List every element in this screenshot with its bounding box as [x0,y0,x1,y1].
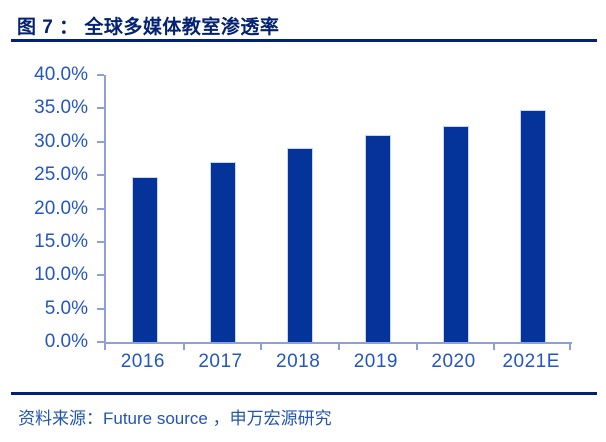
bar-2021E [520,109,547,342]
y-tick-label: 0.0% [44,331,88,352]
y-tick-label: 30.0% [34,130,88,152]
x-tick-mark [569,342,571,350]
y-tick-mark [97,207,104,210]
bar-2017 [209,161,236,342]
figure-title: 图 7 ： 全球多媒体教室渗透率 [17,17,280,38]
y-tick-label: 25.0% [34,164,88,186]
x-axis-label-2018: 2018 [276,351,321,372]
penetration-bar-chart: 40.0% 35.0% 30.0% 25.0% 20.0% 15.0% 10.0% 5.0% 0… [16,64,572,373]
x-axis-label-2019: 2019 [353,351,398,372]
footer-rule [11,392,597,395]
x-tick-mark [104,342,106,350]
y-tick-mark [97,307,104,310]
bar-2018 [287,148,314,342]
y-tick-mark [97,140,104,143]
x-axis-labels: 2016 2017 2018 2019 2020 2021E [104,351,570,373]
y-tick-label: 10.0% [34,264,88,286]
y-axis: 40.0% 35.0% 30.0% 25.0% 20.0% 15.0% 10.0% 5.0% 0… [16,64,88,352]
bar-2020 [442,126,469,342]
title-underline [11,39,597,42]
y-tick-mark [97,240,104,243]
x-tick-mark [260,342,263,350]
y-tick-mark [97,107,104,110]
y-tick-mark [97,174,104,177]
x-axis-label-2021E: 2021E [502,351,560,372]
y-tick-mark [97,74,104,76]
y-tick-label: 15.0% [34,230,88,252]
y-tick-label: 40.0% [34,64,88,85]
x-axis-label-2017: 2017 [198,351,243,372]
x-axis-label-2016: 2016 [120,351,165,372]
bar-2016 [131,177,158,342]
x-tick-mark [415,342,418,350]
x-axis-label-2020: 2020 [431,351,476,372]
bar-2019 [364,135,391,342]
x-tick-mark [493,342,496,350]
y-tick-label: 35.0% [34,97,88,119]
y-tick-label: 20.0% [34,197,88,219]
x-tick-mark [338,342,340,350]
plot-area [97,74,572,350]
y-tick-label: 5.0% [44,297,88,319]
y-tick-mark [97,341,104,343]
x-tick-mark [182,342,185,350]
source-note: 资料来源：Future source ，申万宏源研究 [18,409,332,428]
y-tick-mark [97,274,104,277]
